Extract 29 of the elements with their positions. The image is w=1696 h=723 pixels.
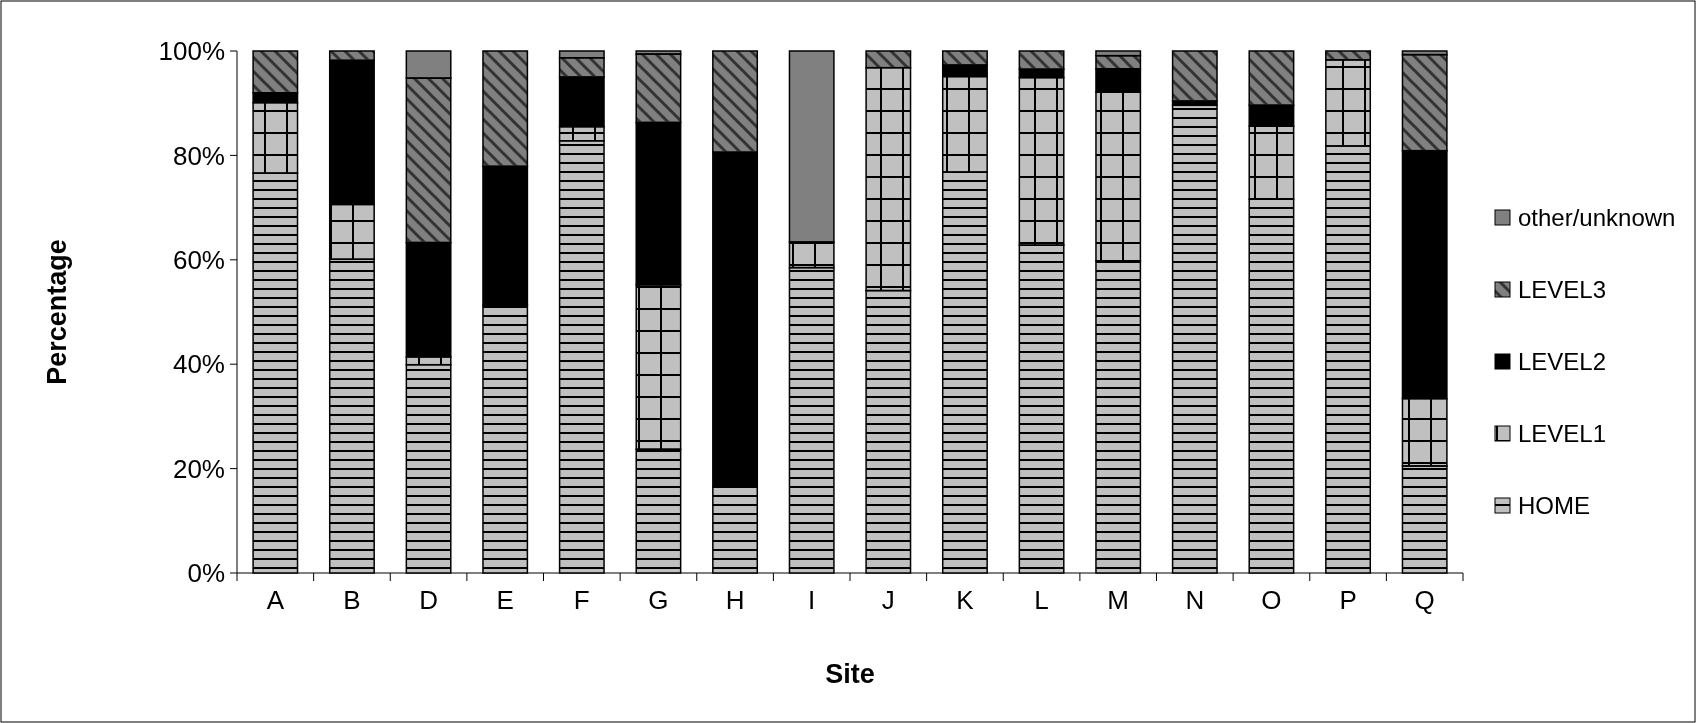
x-tick-label: J	[881, 585, 895, 615]
y-tick-label: 100%	[158, 36, 225, 67]
x-tick-label: N	[1185, 585, 1205, 615]
x-tick-label: O	[1261, 585, 1282, 615]
x-axis-title: Site	[825, 659, 875, 689]
y-tick-label: 60%	[172, 244, 225, 275]
x-tick-label: B	[343, 585, 361, 615]
x-tick-label: Q	[1414, 585, 1435, 615]
x-tick-label: M	[1107, 585, 1130, 615]
x-tick-label: P	[1339, 585, 1357, 615]
legend-label: LEVEL2	[1518, 348, 1607, 376]
x-tick-label: I	[808, 585, 816, 615]
x-tick-label: F	[573, 585, 590, 615]
legend-label: other/unknown	[1518, 204, 1676, 232]
y-tick-label: 0%	[187, 558, 225, 589]
x-tick-label: G	[648, 585, 669, 615]
x-tick-label: H	[725, 585, 745, 615]
x-tick-label: L	[1034, 585, 1049, 615]
y-axis-title: Percentage	[42, 239, 72, 385]
y-tick-label: 80%	[172, 140, 225, 171]
x-tick-label: A	[266, 585, 285, 615]
x-tick-label: K	[956, 585, 975, 615]
x-tick-label: D	[419, 585, 438, 615]
legend-label: LEVEL1	[1518, 420, 1607, 448]
legend-label: LEVEL3	[1518, 276, 1607, 304]
y-tick-label: 20%	[172, 453, 225, 484]
y-tick-label: 40%	[172, 349, 225, 380]
legend-label: HOME	[1518, 492, 1590, 520]
x-tick-label: E	[496, 585, 514, 615]
